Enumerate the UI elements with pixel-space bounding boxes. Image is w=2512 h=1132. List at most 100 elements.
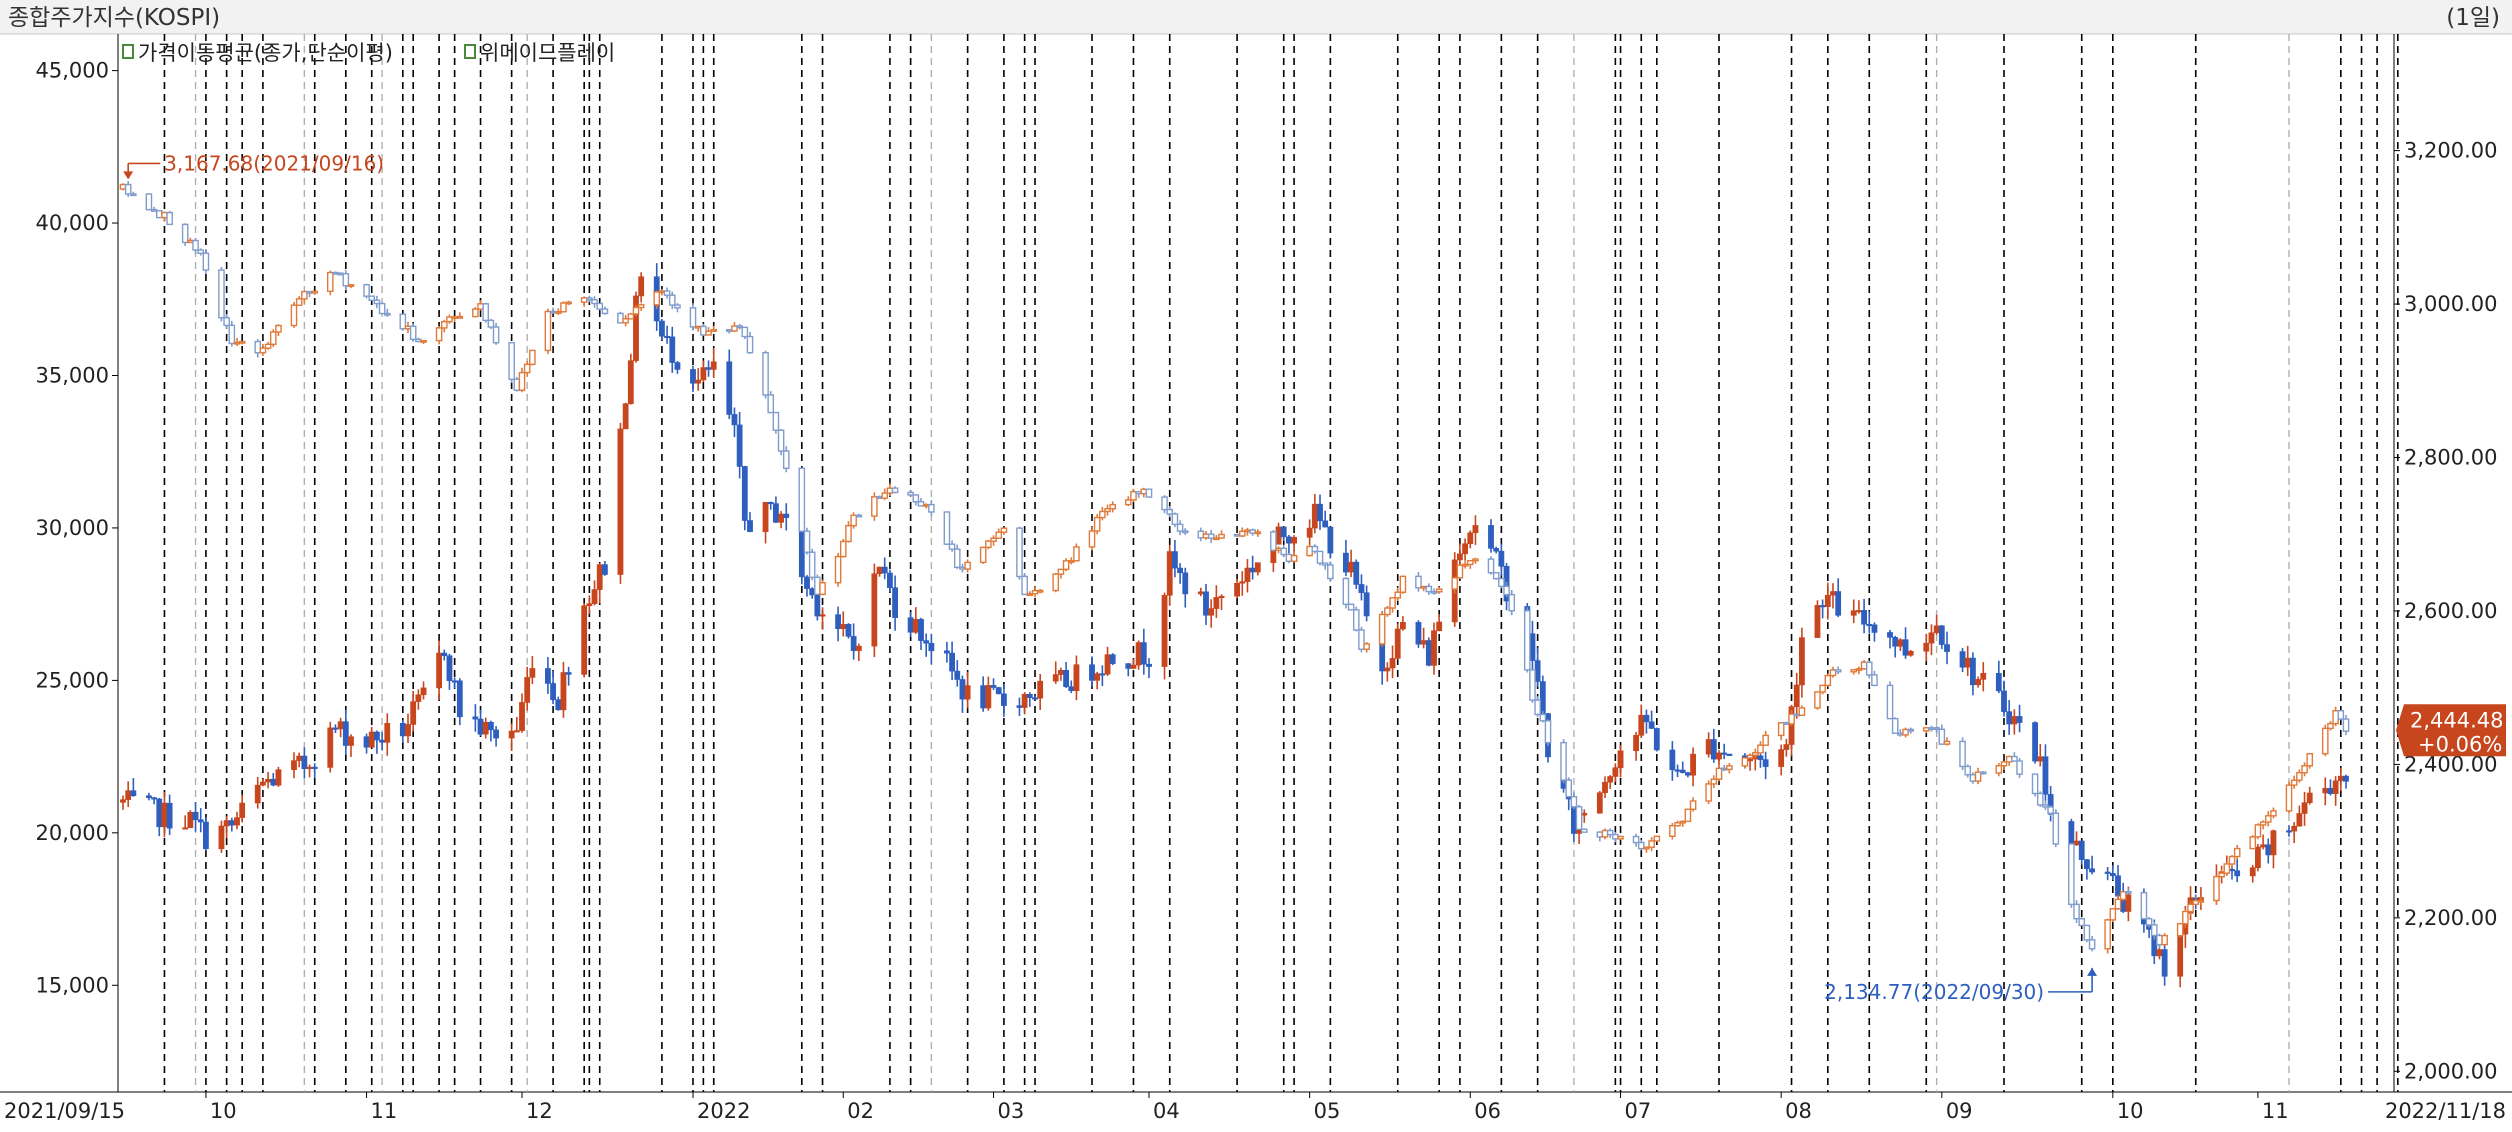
candle	[1384, 662, 1391, 682]
candle-body	[990, 685, 997, 688]
candle-body	[1181, 530, 1189, 534]
candle	[223, 816, 230, 839]
candle	[472, 704, 479, 732]
candle-body	[1176, 523, 1184, 532]
candle	[1099, 665, 1106, 687]
candle	[1643, 846, 1650, 853]
candle	[839, 538, 847, 558]
candle	[1861, 598, 1867, 634]
candle-body	[1969, 774, 1977, 782]
candle-body	[130, 790, 137, 797]
candle-body	[2156, 934, 2163, 946]
candle-body	[363, 284, 370, 297]
candle	[953, 544, 961, 569]
candle	[2290, 775, 2298, 789]
candle	[1322, 510, 1329, 528]
candle-body	[855, 645, 862, 651]
candle	[130, 191, 137, 197]
candle	[1291, 535, 1297, 552]
candle	[477, 709, 484, 736]
candle	[2296, 805, 2303, 827]
candle	[1420, 627, 1427, 649]
candle	[2291, 822, 2298, 844]
legend-square-icon[interactable]	[122, 44, 134, 59]
candle	[1684, 808, 1692, 823]
candle-body	[964, 561, 971, 570]
candle-body	[482, 303, 490, 322]
candle-body	[912, 619, 919, 633]
period-label[interactable]: (1일)	[2446, 5, 2500, 31]
candle-body	[1617, 835, 1624, 840]
candle-body	[218, 269, 225, 319]
candle-body	[1208, 608, 1215, 616]
candle-body	[1669, 824, 1676, 837]
candle	[2259, 820, 2267, 830]
candle	[2327, 779, 2334, 796]
candle	[1508, 589, 1516, 615]
candle	[1435, 586, 1443, 594]
candle	[980, 676, 987, 712]
candle-body	[1529, 669, 1536, 701]
candle	[1606, 828, 1614, 839]
candle-body	[2088, 939, 2096, 950]
candle	[1871, 622, 1878, 642]
candle-body	[773, 503, 779, 523]
candle-body	[747, 520, 753, 532]
candle-body	[803, 530, 811, 553]
candle-body	[1431, 630, 1437, 666]
candle-body	[1959, 740, 1966, 768]
candle	[1928, 624, 1935, 656]
candle-body	[1057, 568, 1065, 575]
candle	[327, 721, 334, 773]
candle-body	[197, 819, 204, 823]
candle-body	[845, 624, 852, 637]
candle	[1922, 727, 1930, 734]
candle-body	[446, 316, 453, 323]
candle	[1181, 528, 1189, 535]
candle	[1208, 599, 1215, 628]
candle	[2005, 755, 2013, 766]
candle-body	[1638, 714, 1645, 736]
candle-body	[814, 594, 821, 617]
candle	[1415, 620, 1422, 648]
candle	[234, 811, 240, 830]
candle-body	[187, 239, 194, 244]
legend-square-icon[interactable]	[464, 44, 476, 59]
candle-body	[2291, 825, 2298, 832]
candle	[1062, 558, 1070, 572]
candle-body	[544, 310, 552, 352]
right-tick-label: 2,000.00	[2404, 1059, 2498, 1083]
candle	[1721, 743, 1728, 760]
candle	[420, 681, 427, 700]
candle	[602, 561, 608, 576]
candle-body	[524, 677, 531, 703]
candle-body	[363, 736, 370, 748]
candle	[1197, 587, 1204, 597]
candle-body	[1606, 829, 1614, 836]
candle-body	[1021, 575, 1028, 596]
candle-body	[1415, 575, 1422, 589]
candle-body	[374, 731, 380, 741]
candle	[2177, 932, 2184, 988]
candle-body	[887, 572, 893, 588]
candle	[2078, 840, 2085, 865]
candle-body	[1560, 741, 1567, 781]
candle	[1617, 835, 1624, 841]
candle	[596, 563, 603, 604]
candle-body	[1089, 664, 1095, 681]
candle	[1135, 640, 1142, 670]
candle-body	[379, 739, 385, 743]
candle-body	[1995, 673, 2002, 692]
candle-body	[2265, 844, 2272, 856]
candle	[2296, 769, 2303, 783]
candle	[1275, 546, 1282, 554]
candle-body	[1866, 623, 1873, 627]
candle-body	[928, 642, 935, 652]
candle-body	[871, 496, 878, 517]
left-y-axis: 45,000 40,000 35,000 30,000 25,000 20,000 15,0…	[36, 59, 118, 997]
candle-body	[2032, 722, 2038, 762]
candle-body	[726, 361, 733, 415]
candle-body	[441, 652, 448, 657]
candle	[1254, 529, 1262, 537]
